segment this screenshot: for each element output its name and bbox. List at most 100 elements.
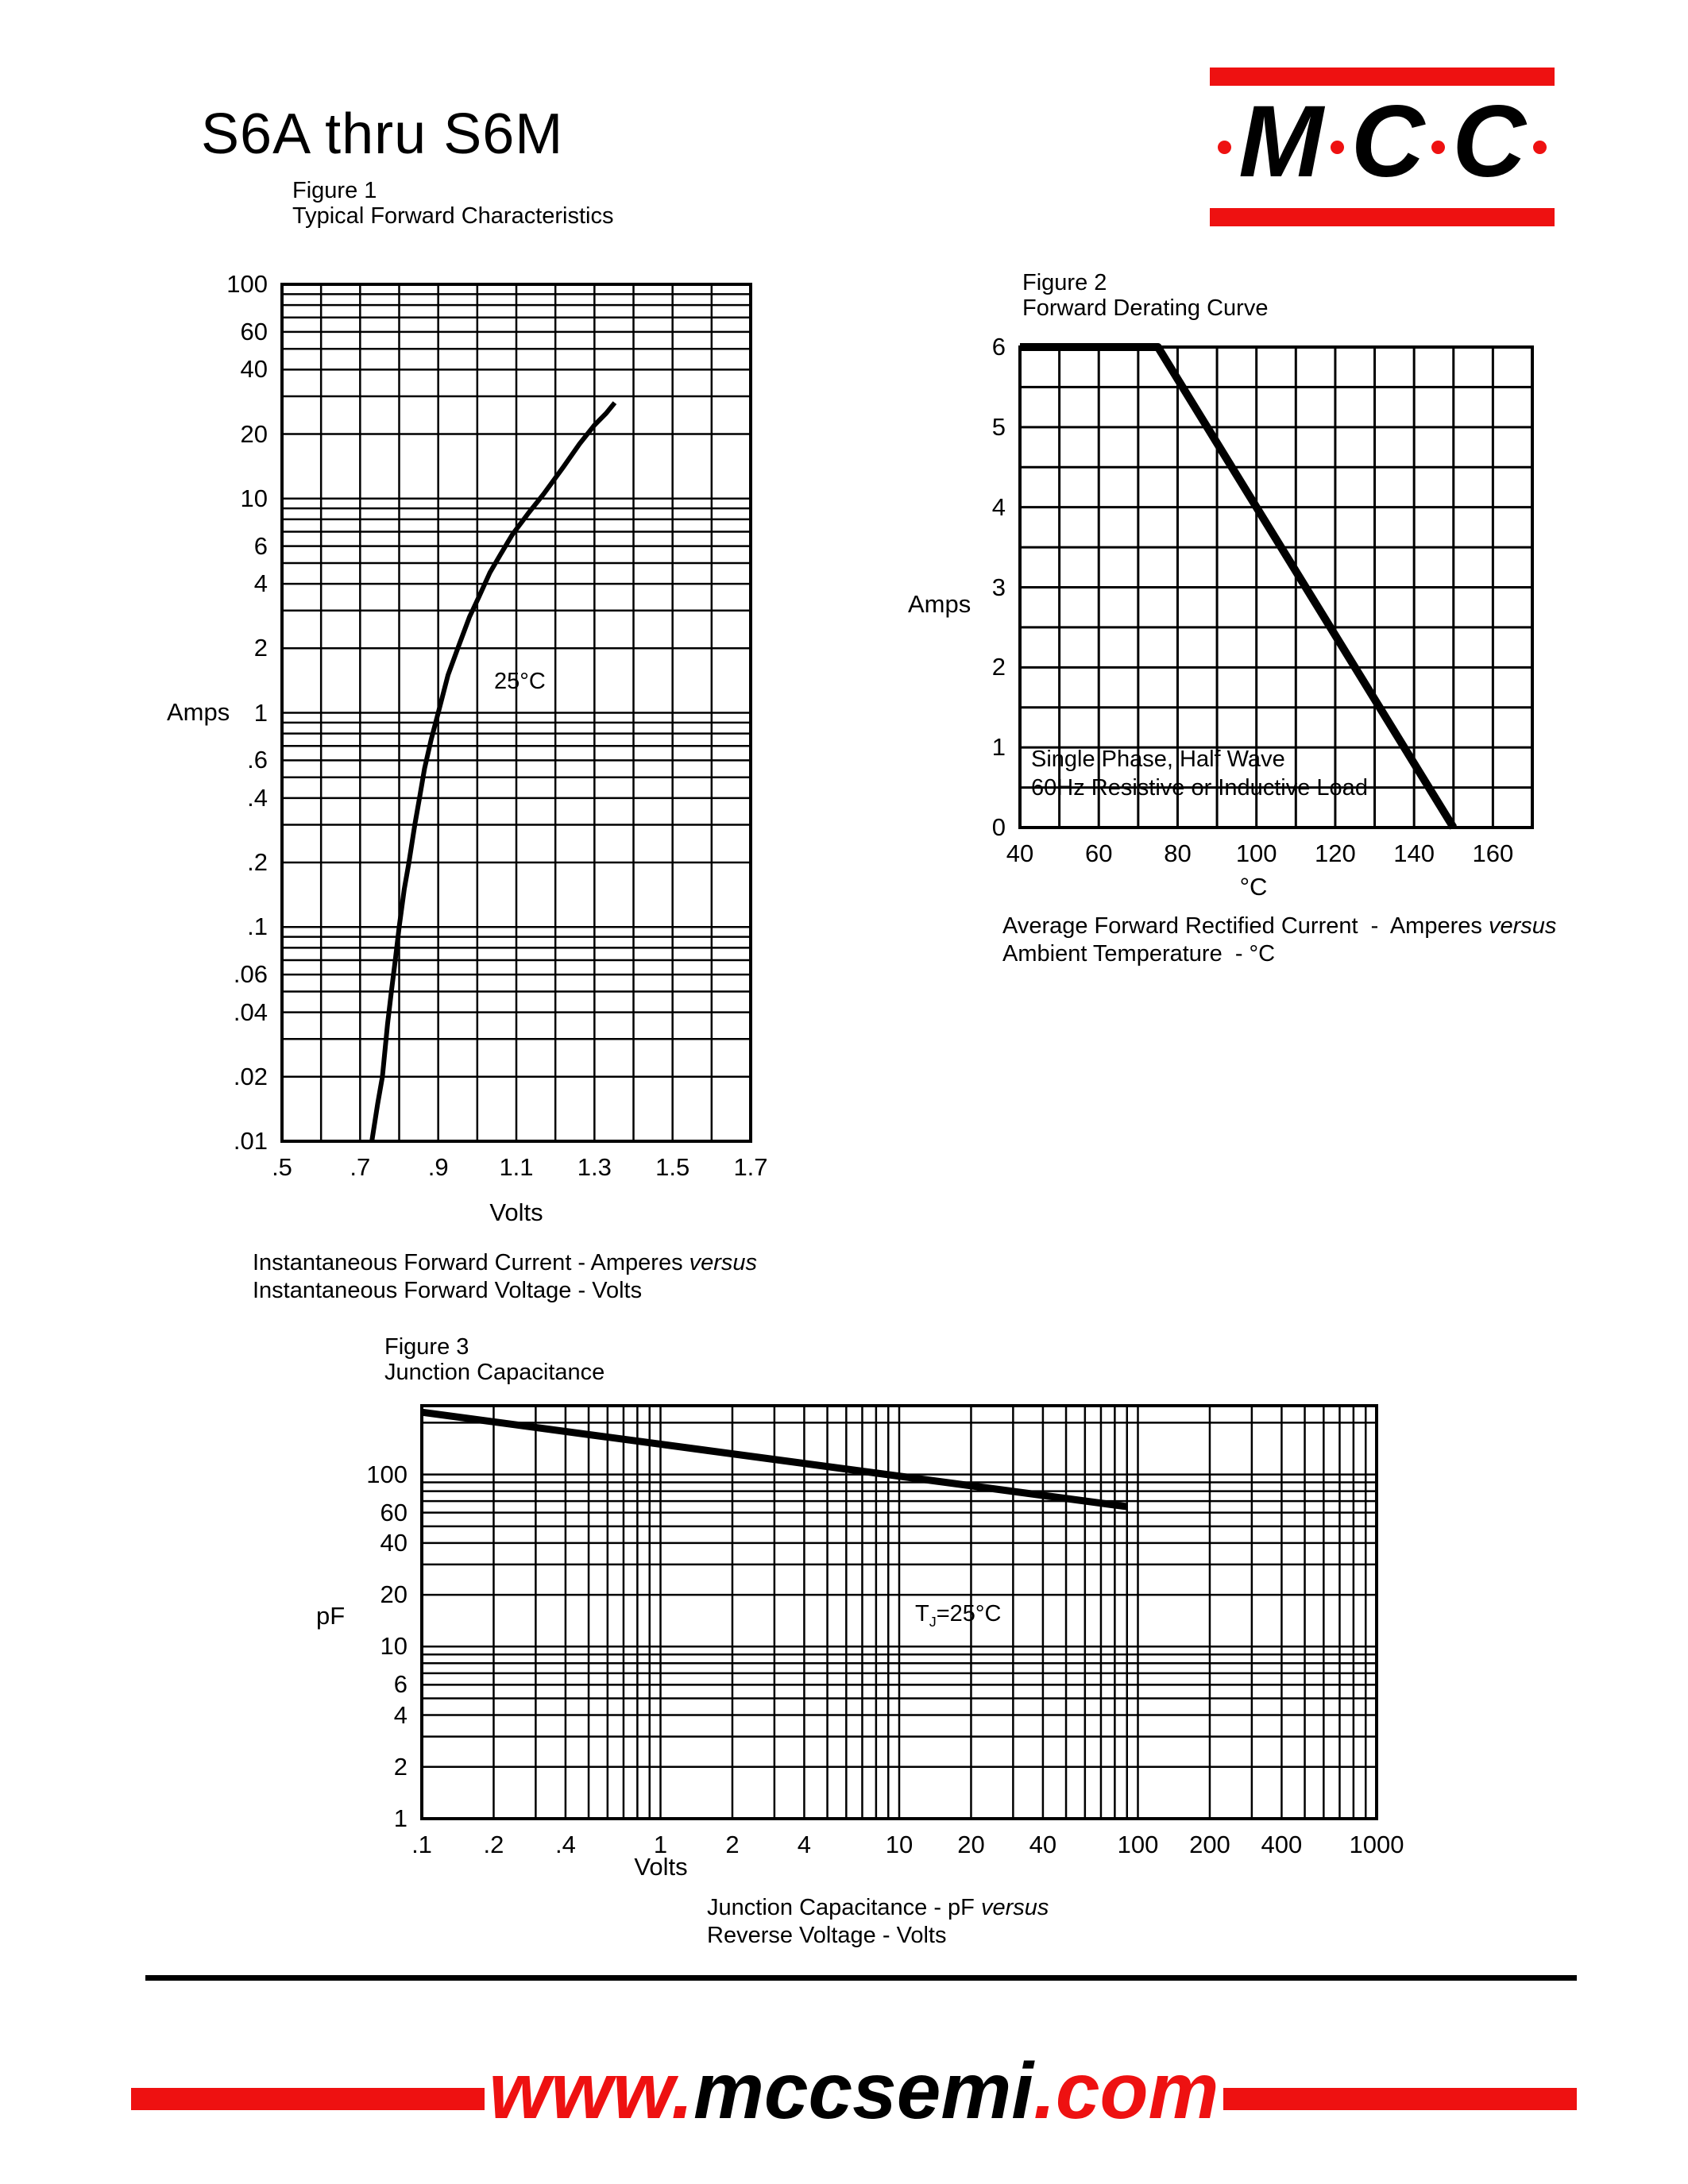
fig1-y-tick-.6: .6 [247,746,268,774]
fig1-caption-line2: Instantaneous Forward Voltage - Volts [253,1278,643,1303]
fig2-y-tick-1: 1 [991,733,1006,762]
logo-bottom-bar [1210,208,1555,226]
fig3-plot [420,1404,1378,1820]
logo-letter-c1: C [1350,85,1425,199]
fig3-y-tick-60: 60 [380,1498,408,1526]
fig3-y-tick-20: 20 [380,1580,408,1609]
fig1-y-tick-.04: .04 [233,997,268,1026]
fig2-x-tick-60: 60 [1084,839,1113,867]
fig1-y-tick-.01: .01 [233,1127,268,1155]
fig3-title: Junction Capacitance [384,1360,605,1385]
fig1-y-tick-.02: .02 [233,1062,268,1090]
fig1-series-typical-forward-characteristic-25C [369,401,617,1142]
fig3-x-tick-4: 4 [797,1831,812,1858]
fig2-y-tick-4: 4 [991,492,1006,521]
fig1-y-tick-.06: .06 [233,960,268,989]
fig2-title: Forward Derating Curve [1022,295,1269,321]
fig2-label: Figure 2 [1022,270,1107,295]
fig1-y-tick-1: 1 [253,698,268,727]
fig1-plot [280,283,752,1143]
footer-separator-line [145,1975,1577,1981]
fig3-x-tick-400: 400 [1261,1831,1303,1858]
page-title: S6A thru S6M [201,102,564,166]
fig3-x-tick-100: 100 [1117,1831,1159,1858]
fig3-y-tick-40: 40 [380,1528,408,1557]
fig1-y-tick-.1: .1 [247,913,268,941]
fig1-y-tick-40: 40 [240,355,268,384]
fig3-caption-line1: Junction Capacitance - pF versus [707,1895,1049,1920]
fig2-y-tick-3: 3 [991,573,1006,601]
fig1-x-axis-label: Volts [489,1198,543,1226]
logo-letters: M C C [1210,86,1555,208]
fig2-x-tick-120: 120 [1315,839,1356,867]
fig1-x-tick-1.5: 1.5 [655,1153,690,1181]
logo-dot-icon [1532,140,1547,154]
fig2-series-forward-derating-curve [1020,343,1458,830]
fig3-x-axis-label: Volts [634,1853,688,1881]
fig1-y-tick-6: 6 [253,531,268,560]
fig2-x-tick-100: 100 [1235,839,1277,867]
fig1-y-tick-.2: .2 [247,848,268,877]
fig3-series-junction-capacitance-vs-reverse-voltage [421,1408,1128,1511]
fig3-y-tick-100: 100 [366,1460,408,1488]
fig3-x-tick-2: 2 [725,1831,740,1858]
fig2-y-tick-2: 2 [991,653,1006,681]
fig3-x-tick-1: 1 [653,1831,668,1858]
fig2-y-tick-5: 5 [991,412,1006,441]
fig2-x-tick-160: 160 [1472,839,1514,867]
fig3-y-tick-6: 6 [393,1670,408,1699]
fig1-y-tick-60: 60 [240,317,268,345]
logo-top-bar [1210,68,1555,86]
fig2-y-tick-0: 0 [991,813,1006,841]
fig2-x-tick-140: 140 [1393,839,1435,867]
logo-letter-m: M [1238,85,1323,199]
fig1-x-tick-.7: .7 [350,1153,371,1181]
fig2-x-tick-40: 40 [1006,839,1034,867]
fig3-x-tick-1000: 1000 [1349,1831,1404,1858]
fig1-title: Typical Forward Characteristics [292,203,614,229]
fig1-y-tick-2: 2 [253,634,268,662]
fig3-x-tick-10: 10 [885,1831,914,1858]
logo-dot-icon [1431,140,1446,154]
fig3-y-tick-1: 1 [393,1804,408,1832]
fig2-caption-line2: Ambient Temperature - °C [1002,941,1276,967]
fig1-x-tick-.5: .5 [272,1153,292,1181]
fig1-y-tick-4: 4 [253,569,268,598]
logo-letter-c2: C [1452,85,1526,199]
fig3-y-tick-2: 2 [393,1752,408,1781]
fig3-x-tick-.1: .1 [411,1831,432,1858]
fig1-x-tick-.9: .9 [427,1153,449,1181]
mcc-logo: M C C [1210,68,1555,226]
fig1-y-axis-label: Amps [167,698,230,726]
logo-dot-icon [1218,140,1232,154]
fig1-y-tick-100: 100 [226,270,268,298]
fig3-annotation: TJ=25°C [910,1599,1006,1636]
fig3-x-tick-20: 20 [957,1831,985,1858]
fig2-x-axis-label: °C [1239,873,1268,901]
fig3-label: Figure 3 [384,1334,469,1360]
fig3-caption-line2: Reverse Voltage - Volts [707,1923,947,1948]
fig1-y-tick-20: 20 [240,419,268,448]
fig3-y-tick-4: 4 [393,1700,408,1729]
fig1-y-tick-.4: .4 [247,783,268,812]
fig1-caption-line1: Instantaneous Forward Current - Amperes … [253,1250,758,1275]
footer-left-bar [131,2088,485,2110]
fig1-annotation: 25°C [494,669,546,694]
fig2-caption-line1: Average Forward Rectified Current - Ampe… [1002,913,1557,939]
fig1-x-tick-1.3: 1.3 [577,1153,612,1181]
website-url: www.mccsemi.com [489,2047,1219,2136]
fig3-x-tick-.4: .4 [554,1831,576,1858]
fig3-x-tick-40: 40 [1029,1831,1057,1858]
fig3-y-tick-10: 10 [380,1632,408,1661]
fig2-y-tick-6: 6 [991,333,1006,361]
footer-right-bar [1223,2088,1577,2110]
fig3-y-axis-label: pF [316,1602,346,1630]
fig1-label: Figure 1 [292,178,377,203]
fig1-x-tick-1.1: 1.1 [499,1153,534,1181]
fig3-x-tick-.2: .2 [483,1831,504,1858]
fig2-y-axis-label: Amps [908,590,971,618]
fig2-plot [1018,343,1534,830]
fig1-x-tick-1.7: 1.7 [733,1153,768,1181]
logo-dot-icon [1330,140,1344,154]
